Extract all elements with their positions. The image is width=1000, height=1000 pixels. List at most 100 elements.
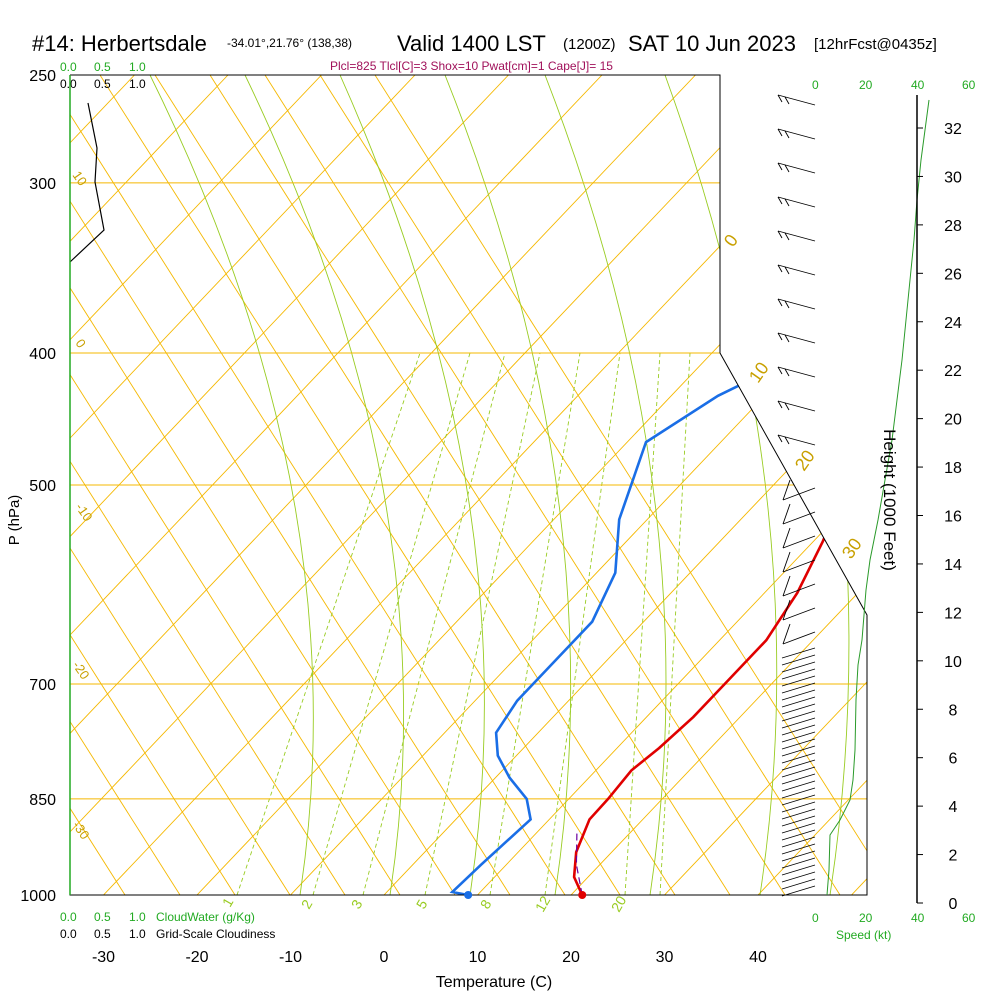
- height-tick: 2: [949, 848, 958, 865]
- isotherm-label: -10: [73, 500, 96, 524]
- wind-barb: [781, 703, 816, 715]
- speed-scale-top: 0 20 40 60: [812, 78, 976, 92]
- wind-barb: [777, 366, 816, 378]
- wind-barbs: [777, 94, 816, 897]
- wind-barb: [782, 503, 816, 525]
- wind-barb: [781, 675, 816, 687]
- wind-barb: [781, 857, 816, 869]
- mixing-ratio-label: 12: [532, 893, 554, 915]
- valid-date: SAT 10 Jun 2023: [628, 31, 796, 56]
- wind-barb: [781, 773, 816, 785]
- surface-temperature-dot: [578, 891, 587, 899]
- wind-barb: [782, 599, 816, 621]
- cloudwater-label: CloudWater (g/Kg): [156, 910, 255, 924]
- height-tick: 26: [944, 266, 962, 283]
- pressure-tick: 1000: [20, 888, 56, 905]
- dewpoint-line: [449, 108, 867, 895]
- forecast-info: [12hrFcst@0435z]: [814, 36, 937, 53]
- height-tick: 8: [949, 702, 958, 719]
- x-axis-title: Temperature (C): [436, 974, 552, 991]
- speed-tick-top-2: 40: [911, 78, 925, 92]
- cloudiness-tick-0: 0.0: [60, 77, 77, 91]
- station-coords: -34.01°,21.76° (138,38): [227, 36, 352, 50]
- sounding-profiles: [449, 108, 867, 895]
- dry-adiabat-label: 0: [720, 231, 742, 251]
- temperature-tick: -10: [279, 949, 302, 966]
- height-tick: 24: [944, 315, 962, 332]
- isotherm-line: [477, 75, 867, 895]
- valid-time: Valid 1400 LST: [397, 31, 546, 56]
- cloudwater-tick-bottom-2: 1.0: [129, 910, 146, 924]
- pressure-tick: 250: [29, 68, 56, 85]
- temperature-tick: 10: [469, 949, 487, 966]
- temperature-tick: 0: [380, 949, 389, 966]
- wind-barb: [777, 332, 816, 344]
- height-tick: 6: [949, 751, 958, 768]
- isotherm-label: 0: [73, 336, 89, 351]
- wind-barb: [777, 298, 816, 310]
- moist-adiabat-line: [339, 75, 485, 895]
- mixing-ratio-line: [424, 352, 541, 895]
- pressure-tick: 500: [29, 478, 56, 495]
- mixing-ratio-label: 20: [608, 893, 630, 915]
- cloudiness-tick-bottom-0: 0.0: [60, 927, 77, 941]
- wind-barb: [781, 822, 816, 834]
- cloudwater-tick-bottom-0: 0.0: [60, 910, 77, 924]
- cloudiness-tick-2: 1.0: [129, 77, 146, 91]
- temperature-line: [572, 108, 867, 895]
- pressure-axis: 250 300 400 500 700 850 1000: [20, 68, 56, 905]
- isotherm-line: [570, 75, 867, 895]
- wind-barb: [777, 196, 816, 208]
- moist-adiabat-line: [244, 75, 405, 895]
- wind-barb: [781, 654, 816, 666]
- wind-barb: [781, 808, 816, 820]
- wind-barb: [781, 661, 816, 673]
- mixing-ratio-line: [544, 352, 621, 895]
- pressure-tick: 300: [29, 176, 56, 193]
- wind-barb: [781, 794, 816, 806]
- wind-barb: [781, 850, 816, 862]
- mixing-ratio-line: [489, 352, 581, 895]
- mixing-ratio-line: [312, 352, 471, 895]
- height-tick: 30: [944, 169, 962, 186]
- wind-barb: [781, 710, 816, 722]
- wind-barb: [777, 230, 816, 242]
- wind-barb: [781, 696, 816, 708]
- height-tick: 10: [944, 654, 962, 671]
- cloudiness-tick-1: 0.5: [94, 77, 111, 91]
- isotherm-label: -20: [70, 658, 93, 682]
- temperature-tick: -30: [92, 949, 115, 966]
- speed-tick-bottom-3: 60: [962, 911, 976, 925]
- speed-label: Speed (kt): [836, 928, 891, 942]
- wind-barb: [781, 717, 816, 729]
- y-axis-title: P (hPa): [6, 495, 23, 546]
- height-tick: 0: [949, 896, 958, 913]
- mixing-ratio-label: 8: [477, 897, 495, 912]
- dry-adiabat-label: 20: [791, 446, 819, 474]
- pressure-tick: 700: [29, 677, 56, 694]
- pressure-tick: 850: [29, 792, 56, 809]
- speed-tick-bottom-1: 20: [859, 911, 873, 925]
- height-tick: 32: [944, 121, 962, 138]
- cloudwater-tick-2: 1.0: [129, 60, 146, 74]
- wind-barb: [777, 94, 816, 106]
- wind-barb: [781, 815, 816, 827]
- wind-barb: [781, 836, 816, 848]
- height-tick: 16: [944, 509, 962, 526]
- cloudiness-tick-bottom-1: 0.5: [94, 927, 111, 941]
- surface-dewpoint-dot: [464, 891, 473, 899]
- height-tick: 22: [944, 363, 962, 380]
- wind-barb: [782, 575, 816, 597]
- background-grid-lines: [70, 75, 867, 895]
- isotherm-label: 10: [70, 168, 91, 188]
- wind-barb: [781, 682, 816, 694]
- wind-barb: [781, 878, 816, 890]
- wind-barb: [781, 787, 816, 799]
- speed-tick-bottom-2: 40: [911, 911, 925, 925]
- wind-barb: [781, 668, 816, 680]
- mixing-ratio-label: 1: [219, 895, 237, 910]
- cloudiness-tick-bottom-2: 1.0: [129, 927, 146, 941]
